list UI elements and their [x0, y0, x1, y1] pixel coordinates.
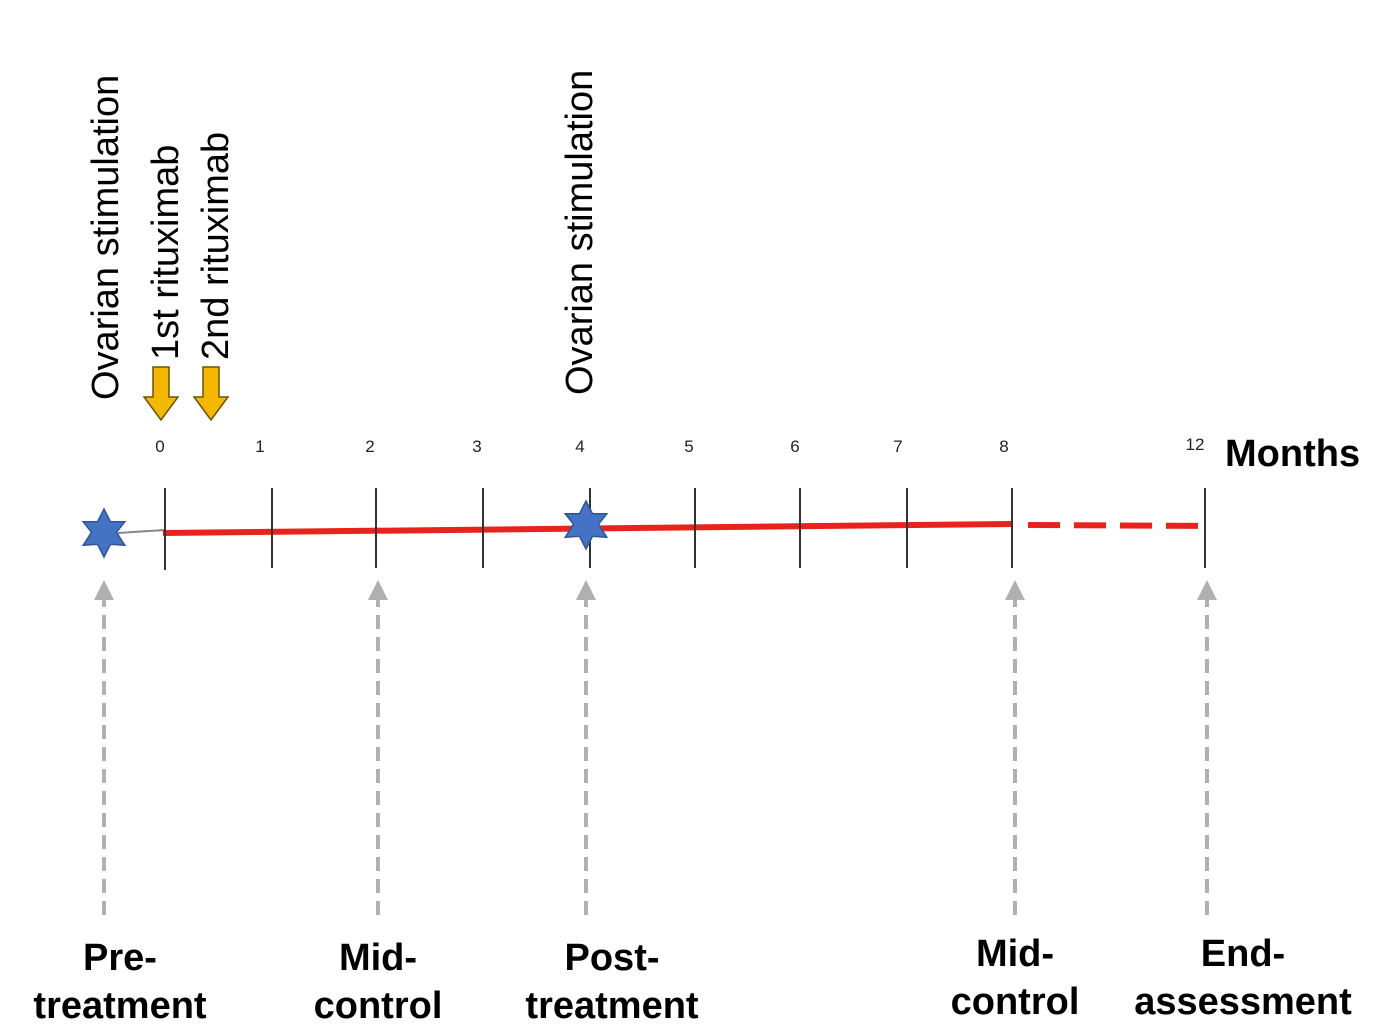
tick-label: 4: [575, 437, 584, 456]
svg-text:1st rituximab: 1st rituximab: [145, 145, 187, 360]
svg-text:Ovarian stimulation: Ovarian stimulation: [85, 75, 127, 400]
svg-text:Mid-: Mid-: [976, 933, 1054, 975]
svg-text:control: control: [314, 985, 443, 1027]
event-label-1st-rituximab: 1st rituximab: [145, 145, 187, 360]
svg-text:control: control: [951, 981, 1080, 1023]
tick-label: 1: [255, 437, 264, 456]
svg-text:Mid-: Mid-: [339, 937, 417, 979]
tick-label: 7: [893, 437, 902, 456]
svg-text:treatment: treatment: [33, 985, 206, 1027]
svg-text:Ovarian stimulation: Ovarian stimulation: [559, 70, 601, 395]
milestone-label-end-assessment: End- assessment: [1134, 933, 1352, 1023]
svg-text:2nd rituximab: 2nd rituximab: [195, 132, 237, 360]
tick-label: 5: [684, 437, 693, 456]
svg-text:treatment: treatment: [525, 985, 698, 1027]
pre-treatment-connector: [117, 529, 166, 534]
milestone-label-pre-treatment: Pre- treatment: [33, 937, 206, 1027]
timeline-dashed-segment: [1027, 522, 1211, 529]
rituximab-dose-2-arrow: [192, 366, 230, 422]
milestone-label-post-treatment: Post- treatment: [525, 937, 698, 1027]
ovarian-stimulation-star-pretreatment: [81, 507, 127, 559]
milestone-arrows: [94, 580, 1217, 915]
tick-label: 3: [472, 437, 481, 456]
event-label-ovarian-stimulation-month4: Ovarian stimulation: [559, 70, 601, 395]
tick-label: 2: [365, 437, 374, 456]
ovarian-stimulation-star-month4: [563, 499, 609, 551]
months-axis-label: Months: [1225, 433, 1360, 475]
tick-label: 0: [155, 437, 164, 456]
tick-label: 12: [1186, 435, 1205, 454]
tick-label: 6: [790, 437, 799, 456]
svg-text:End-: End-: [1201, 933, 1285, 975]
event-label-ovarian-stimulation-start: Ovarian stimulation: [85, 75, 127, 400]
milestone-label-mid-control-1: Mid- control: [314, 937, 443, 1027]
event-label-2nd-rituximab: 2nd rituximab: [195, 132, 237, 360]
tick-labels: 0 1 2 3 4 5 6 7 8 12: [155, 435, 1204, 456]
svg-text:Post-: Post-: [565, 937, 660, 979]
milestone-label-mid-control-2: Mid- control: [951, 933, 1080, 1023]
svg-text:Pre-: Pre-: [83, 937, 157, 979]
tick-label: 8: [999, 437, 1008, 456]
svg-text:assessment: assessment: [1134, 981, 1352, 1023]
rituximab-dose-1-arrow: [142, 366, 180, 422]
